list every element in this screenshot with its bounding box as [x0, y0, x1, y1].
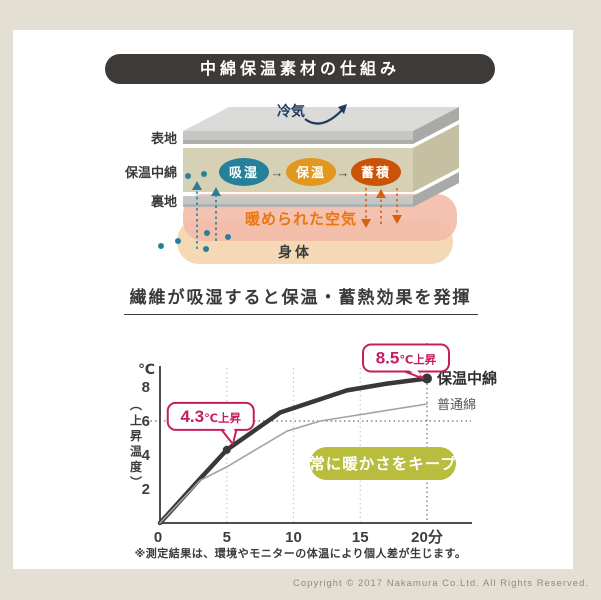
svg-text:保温中綿: 保温中綿	[436, 370, 497, 388]
moisture-arrowhead-icon	[211, 187, 221, 196]
cold-air-arrowhead-icon	[338, 104, 347, 114]
store-pill-label: 蓄積	[361, 165, 391, 180]
process-pills: 吸湿 保温 蓄積 → →	[219, 158, 401, 186]
svg-text:15: 15	[352, 529, 369, 546]
title-banner: 中綿保温素材の仕組み	[105, 54, 495, 84]
svg-text:8.5℃上昇: 8.5℃上昇	[376, 349, 437, 368]
heat-arrowhead-icon	[392, 215, 402, 224]
cold-air-group: 冷気	[277, 103, 347, 125]
outer-layer	[183, 107, 459, 144]
outer-layer-label: 表地	[150, 131, 177, 146]
svg-text:℃: ℃	[138, 361, 155, 377]
svg-text:2: 2	[142, 481, 150, 498]
svg-text:昇: 昇	[130, 429, 142, 443]
moisture-dots	[158, 171, 231, 252]
svg-text:8: 8	[142, 379, 150, 396]
disclaimer-note: ※測定結果は、環境やモニターの体温により個人差が生じます。	[134, 548, 467, 560]
svg-text:常に暖かさをキープ: 常に暖かさをキープ	[309, 454, 457, 473]
svg-text:上: 上	[130, 413, 142, 428]
cold-air-label: 冷気	[277, 103, 305, 119]
heat-arrows	[365, 188, 398, 224]
svg-text:普通綿: 普通綿	[437, 397, 476, 412]
svg-text:温: 温	[130, 445, 142, 459]
lining-layer-label: 裏地	[150, 194, 177, 209]
pill-arrow-icon: →	[271, 165, 284, 180]
svg-text:0: 0	[154, 529, 162, 546]
warmed-air-label: 暖められた空気	[245, 210, 357, 228]
svg-text:20分: 20分	[411, 529, 443, 546]
subtitle: 繊維が吸湿すると保温・蓄熱効果を発揮	[123, 283, 478, 315]
heat-arrowhead-icon	[376, 189, 386, 198]
svg-text:10: 10	[285, 529, 302, 546]
pill-arrow-icon: →	[337, 165, 350, 180]
store-pill	[351, 158, 401, 186]
body-label: 身体	[278, 244, 312, 260]
svg-text:︶: ︶	[129, 475, 143, 490]
lining-layer	[183, 172, 459, 207]
moisture-arrowhead-icon	[192, 181, 202, 190]
svg-text:4: 4	[142, 447, 151, 464]
heat-arrowhead-icon	[361, 219, 371, 228]
copyright-text: Copyright © 2017 Nakamura Co.Ltd. All Ri…	[293, 578, 589, 589]
svg-text:︵: ︵	[129, 398, 143, 412]
fabric-layers-diagram: 吸湿 保温 蓄積 → → 表地 保温中綿 裏地 冷気 暖め	[124, 103, 459, 264]
svg-text:6: 6	[142, 413, 150, 430]
padding-layer-label: 保温中綿	[124, 165, 177, 180]
cold-air-arrow-icon	[304, 107, 345, 125]
svg-text:4.3℃上昇: 4.3℃上昇	[180, 407, 241, 426]
page-title: 中綿保温素材の仕組み	[199, 61, 400, 78]
retain-pill	[286, 158, 336, 186]
retain-pill-label: 保温	[295, 165, 326, 180]
absorb-pill-label: 吸湿	[229, 165, 259, 180]
absorb-pill	[219, 158, 269, 186]
moisture-up-arrows	[196, 186, 217, 249]
svg-text:5: 5	[223, 529, 231, 546]
svg-text:度: 度	[130, 459, 143, 474]
